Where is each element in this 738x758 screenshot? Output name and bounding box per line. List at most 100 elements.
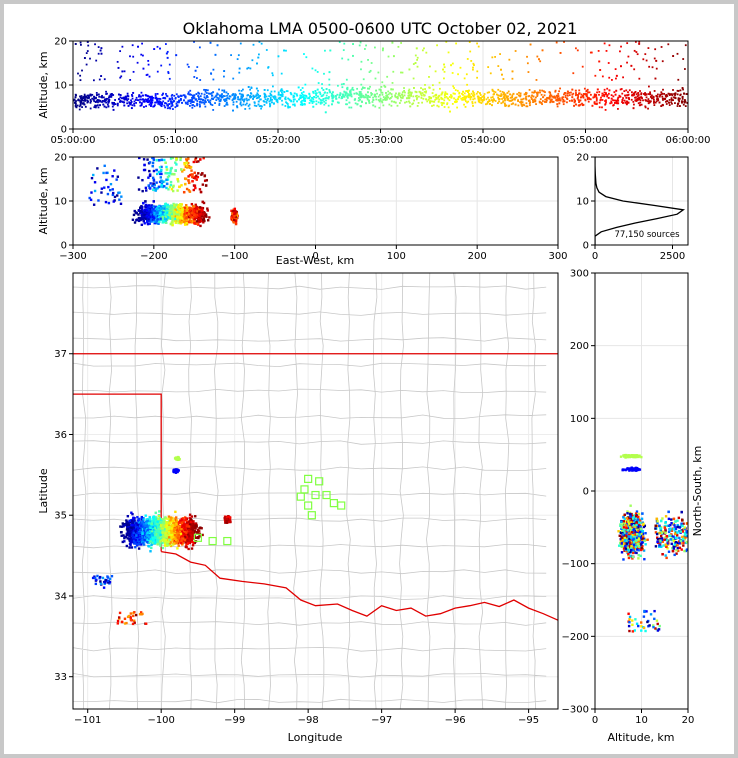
source-point xyxy=(274,98,276,100)
source-point xyxy=(158,166,162,169)
source-point xyxy=(621,99,624,101)
county-borders xyxy=(73,273,547,709)
source-point xyxy=(585,89,588,92)
source-point xyxy=(527,99,530,102)
source-point xyxy=(188,104,191,107)
source-point xyxy=(150,96,152,98)
source-point xyxy=(387,55,390,58)
source-point xyxy=(187,99,190,102)
source-point xyxy=(442,68,444,71)
source-point xyxy=(176,204,180,207)
source-point xyxy=(383,84,386,87)
source-point xyxy=(157,222,160,225)
source-point xyxy=(301,104,304,106)
source-point xyxy=(106,103,109,106)
source-point xyxy=(180,215,183,219)
source-point xyxy=(185,544,188,547)
source-point xyxy=(95,104,98,107)
source-point xyxy=(601,92,604,95)
source-point xyxy=(416,65,419,68)
source-point xyxy=(328,71,331,74)
source-point xyxy=(199,224,202,228)
source-point xyxy=(614,99,617,102)
source-point xyxy=(498,98,501,100)
source-point xyxy=(328,90,331,93)
source-point xyxy=(408,101,411,104)
source-point xyxy=(149,97,152,99)
source-point xyxy=(181,170,184,173)
source-point xyxy=(500,102,503,105)
source-point xyxy=(244,108,247,110)
source-point xyxy=(158,97,160,100)
source-point xyxy=(403,89,406,92)
source-point xyxy=(94,106,97,109)
source-point xyxy=(198,92,201,95)
source-point xyxy=(656,95,659,98)
source-point xyxy=(469,98,472,101)
source-point xyxy=(552,96,555,98)
source-point xyxy=(452,85,455,88)
source-point xyxy=(111,175,114,178)
source-point xyxy=(491,96,494,98)
source-point xyxy=(500,68,502,71)
source-point xyxy=(155,181,158,184)
source-point xyxy=(164,161,167,164)
source-point xyxy=(494,100,497,102)
source-point xyxy=(163,185,166,188)
source-point xyxy=(467,100,470,103)
source-point xyxy=(571,93,574,96)
source-point xyxy=(183,94,186,97)
source-point xyxy=(176,205,180,208)
source-point xyxy=(198,101,201,103)
source-point xyxy=(331,96,334,99)
source-point xyxy=(331,91,334,94)
source-point xyxy=(204,184,208,187)
source-point xyxy=(527,95,530,98)
source-point xyxy=(206,89,209,92)
source-point xyxy=(249,94,252,97)
source-point xyxy=(81,106,83,108)
source-point xyxy=(79,100,82,103)
source-point xyxy=(639,90,641,92)
source-point xyxy=(198,213,202,216)
source-point xyxy=(124,95,127,98)
source-point xyxy=(536,95,539,97)
source-point xyxy=(332,96,335,98)
source-point xyxy=(653,100,655,103)
source-point xyxy=(79,102,82,105)
ew-tick-label: −200 xyxy=(140,251,167,262)
source-point xyxy=(673,93,676,95)
source-point xyxy=(683,92,685,95)
source-point xyxy=(253,96,255,99)
source-point xyxy=(511,99,514,102)
source-point xyxy=(442,102,445,105)
source-point xyxy=(162,92,165,95)
source-point xyxy=(147,63,150,66)
source-point xyxy=(319,102,322,105)
source-point xyxy=(586,88,589,91)
source-point xyxy=(207,101,210,103)
source-point xyxy=(115,178,118,181)
source-point xyxy=(202,221,205,224)
source-point xyxy=(394,94,397,97)
source-point xyxy=(193,105,196,108)
source-point xyxy=(205,215,208,218)
source-point xyxy=(672,89,674,91)
source-point xyxy=(185,209,188,212)
source-point xyxy=(152,179,156,182)
source-point xyxy=(641,97,643,100)
source-point xyxy=(416,97,418,99)
source-point xyxy=(130,107,133,110)
source-point xyxy=(238,92,241,95)
source-point xyxy=(74,96,77,99)
source-point xyxy=(448,96,451,98)
source-point xyxy=(186,101,189,104)
source-point xyxy=(435,97,438,100)
source-point xyxy=(144,213,147,217)
source-point xyxy=(616,102,618,105)
source-point xyxy=(129,79,132,81)
source-point xyxy=(355,92,358,95)
source-point xyxy=(195,160,198,164)
source-point xyxy=(156,218,159,221)
source-point xyxy=(366,96,368,99)
